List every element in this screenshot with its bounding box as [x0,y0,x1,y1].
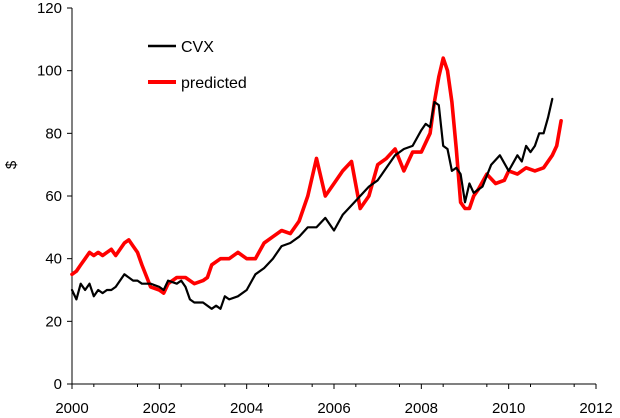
x-tick-label: 2008 [405,400,438,417]
series-line-predicted [70,56,563,295]
x-tick-label: 2012 [579,400,612,417]
y-tick-label: 100 [37,63,62,80]
series-line-cvx [70,97,554,310]
y-tick-label: 120 [37,0,62,17]
x-tick-label: 2002 [143,400,176,417]
x-tick-label: 2010 [492,400,525,417]
chart-ticks: 0 20 40 60 80 100 120 2000 2002 2004 2006 2008 2010 2… [37,0,613,417]
legend-label-predicted: predicted [181,75,247,92]
legend-label-cvx: CVX [181,39,214,56]
y-tick-label: 20 [45,313,62,330]
chart-axes [71,8,596,385]
chart-legend: CVX predicted [148,39,247,92]
y-tick-label: 40 [45,251,62,268]
y-tick-label: 60 [45,188,62,205]
chart-series [70,56,563,310]
x-tick-label: 2006 [317,400,350,417]
y-tick-label: 80 [45,125,62,142]
y-tick-label: 0 [54,376,62,393]
y-axis-title: $ [3,160,20,169]
x-tick-label: 2000 [55,400,88,417]
x-tick-label: 2004 [230,400,263,417]
